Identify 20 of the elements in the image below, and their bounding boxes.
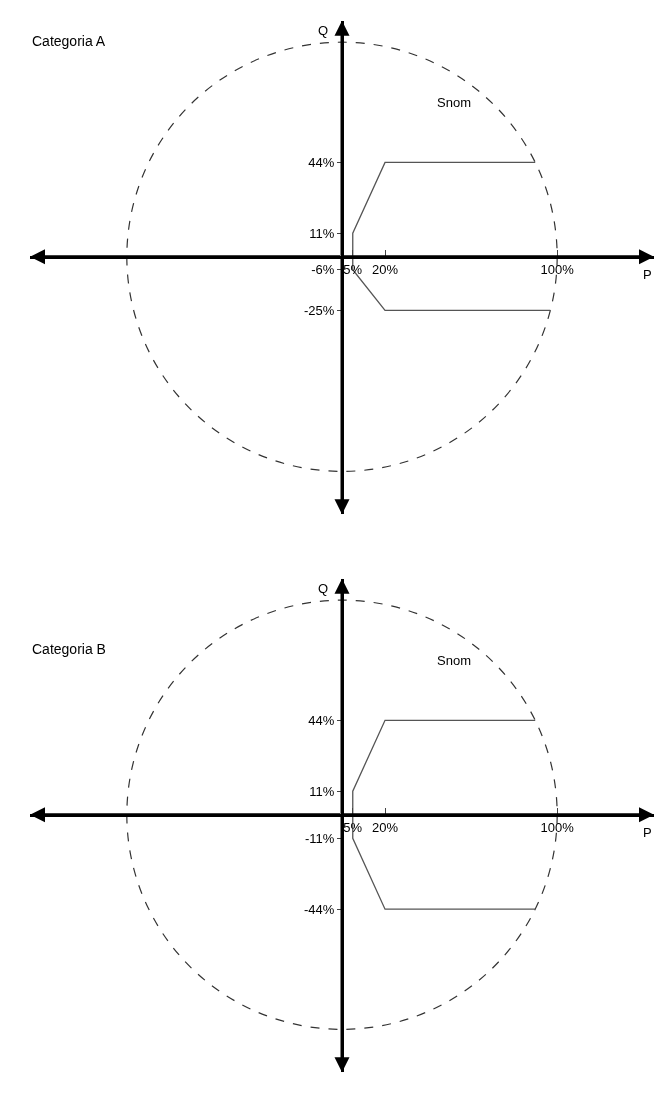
text: Categoria B [32,641,106,657]
y-tick-label: 11% [309,783,335,799]
y-tick-label: -11% [305,830,335,846]
y-tick-label: -44% [304,901,335,917]
x-tick-label: 20% [372,820,399,836]
text: Categoria A [32,33,106,49]
y-tick-label: -6% [311,262,335,278]
y-tick-label: -25% [304,302,335,318]
x-axis-title: P [643,267,652,282]
y-tick-label: 44% [308,154,335,170]
y-tick-label: 44% [308,712,335,728]
x-tick-label: 20% [372,262,399,278]
annotation: Snom [437,95,471,110]
x-tick-label: 100% [540,820,575,836]
annotation: Snom [437,653,471,668]
y-axis-title: Q [318,581,329,596]
x-axis-title: P [643,825,652,840]
x-tick-label: 100% [540,262,575,278]
y-tick-label: 11% [309,225,335,241]
y-axis-title: Q [318,23,329,38]
